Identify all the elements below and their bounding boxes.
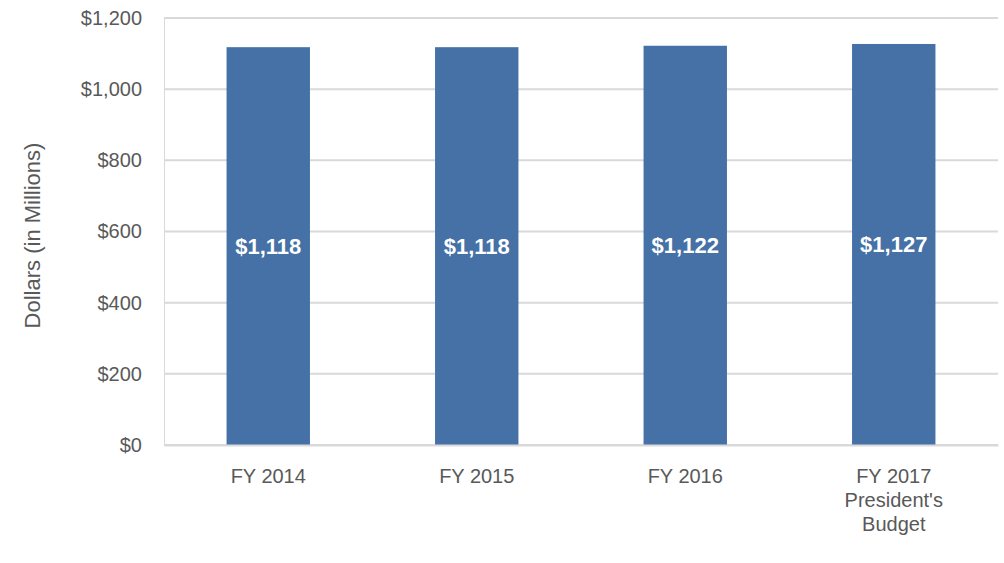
x-tick-label-line: FY 2015 xyxy=(439,465,514,487)
y-tick: $400 xyxy=(98,292,165,314)
data-label: $1,118 xyxy=(235,234,301,259)
x-tick-label-line: Budget xyxy=(862,513,926,535)
y-tick: $600 xyxy=(98,220,165,242)
x-tick-label-line: FY 2016 xyxy=(648,465,723,487)
y-tick-label: $1,000 xyxy=(81,78,142,100)
data-labels: $1,118 $1,118 $1,122 $1,127 xyxy=(235,232,927,259)
x-tick-label: FY 2016 xyxy=(648,465,723,487)
x-axis: FY 2014 FY 2015 FY 2016 FY 2017President'sB… xyxy=(165,445,999,535)
data-label: $1,122 xyxy=(652,233,719,258)
x-tick: FY 2015 xyxy=(439,445,514,487)
bar xyxy=(227,47,310,445)
grid xyxy=(164,18,998,445)
x-axis-line xyxy=(165,445,999,447)
y-axis-line xyxy=(164,19,165,446)
y-axis: $0 $200 $400 $600 $800 $1,000 $1,200 xyxy=(81,7,165,456)
bar xyxy=(435,47,518,445)
x-tick-label: FY 2017President'sBudget xyxy=(845,465,943,535)
bar xyxy=(644,46,727,445)
data-label: $1,118 xyxy=(444,234,510,259)
x-tick-label-line: FY 2014 xyxy=(231,465,306,487)
bars xyxy=(227,44,936,445)
y-tick: $800 xyxy=(98,149,165,171)
x-tick: FY 2014 xyxy=(231,445,306,487)
y-tick: $1,200 xyxy=(81,7,164,29)
x-tick-label: FY 2015 xyxy=(439,465,514,487)
chart: $0$200$400$600$800$1,000$1,200FY 2014FY … xyxy=(0,0,1004,563)
x-tick-label-line: President's xyxy=(845,489,943,511)
data-label: $1,127 xyxy=(860,232,927,257)
y-tick: $1,000 xyxy=(81,78,164,100)
y-tick-label: $400 xyxy=(98,292,143,314)
y-tick-label: $0 xyxy=(120,434,142,456)
x-tick-label-line: FY 2017 xyxy=(856,465,931,487)
x-tick: FY 2017President'sBudget xyxy=(845,445,943,535)
y-tick-label: $800 xyxy=(98,149,143,171)
y-tick-label: $600 xyxy=(98,220,143,242)
x-tick: FY 2016 xyxy=(648,445,723,487)
x-tick-label: FY 2014 xyxy=(231,465,306,487)
y-tick-label: $1,200 xyxy=(81,7,142,29)
y-tick: $200 xyxy=(98,363,165,385)
bar xyxy=(852,44,935,445)
y-axis-title: Dollars (in Millions) xyxy=(20,143,45,329)
y-tick: $0 xyxy=(120,434,164,456)
grid-line xyxy=(164,17,998,19)
y-tick-label: $200 xyxy=(98,363,143,385)
